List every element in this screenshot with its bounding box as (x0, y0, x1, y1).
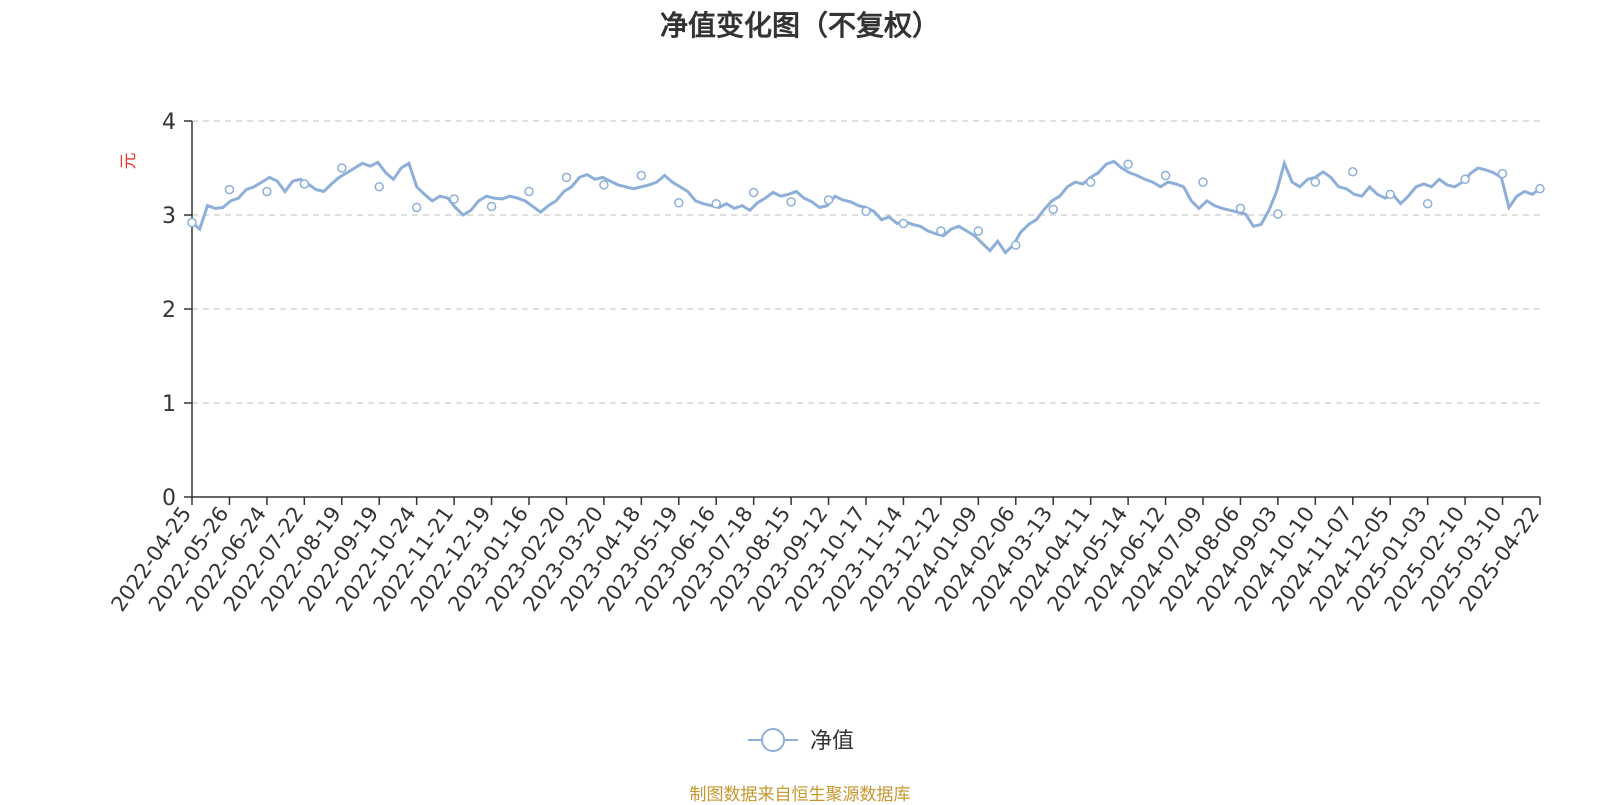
y-tick-label: 1 (162, 392, 176, 417)
legend[interactable]: 净值 (748, 728, 854, 754)
chart-title: 净值变化图（不复权） (659, 9, 940, 42)
data-point[interactable] (1048, 204, 1058, 215)
x-tick-labels: 2022-04-252022-05-262022-06-242022-07-22… (106, 502, 1544, 616)
data-point[interactable] (524, 186, 534, 197)
grid-lines (192, 120, 1540, 404)
y-tick-label: 3 (162, 204, 176, 229)
data-point[interactable] (674, 198, 684, 208)
data-point[interactable] (561, 172, 572, 183)
data-point[interactable] (1160, 170, 1171, 181)
data-point[interactable] (823, 195, 834, 205)
data-point[interactable] (1123, 159, 1133, 169)
data-point[interactable] (1497, 168, 1508, 179)
data-point[interactable] (1535, 183, 1545, 194)
data-point[interactable] (861, 206, 871, 216)
data-point[interactable] (1310, 177, 1321, 187)
legend-label: 净值 (810, 729, 854, 754)
y-axis-label: 元 (119, 153, 139, 170)
legend-circle-icon (761, 728, 785, 752)
data-point[interactable] (1422, 198, 1433, 209)
data-point[interactable] (936, 226, 946, 236)
y-tick-label: 2 (162, 298, 176, 323)
data-point[interactable] (337, 163, 347, 173)
data-point[interactable] (711, 198, 721, 209)
data-point[interactable] (1085, 177, 1096, 187)
data-point[interactable] (973, 226, 984, 236)
source-note: 制图数据来自恒生聚源数据库 (689, 785, 911, 805)
axes (184, 120, 1541, 505)
data-point[interactable] (299, 179, 310, 189)
data-point[interactable] (898, 218, 909, 229)
y-tick-labels: 0 1 2 3 4 (162, 110, 176, 511)
data-point[interactable] (224, 184, 235, 195)
data-point[interactable] (1235, 203, 1246, 214)
data-point[interactable] (1385, 189, 1395, 200)
data-point[interactable] (599, 180, 609, 190)
data-point[interactable] (187, 217, 197, 228)
data-point[interactable] (748, 187, 759, 198)
data-point[interactable] (262, 186, 272, 197)
data-point[interactable] (1198, 177, 1208, 187)
data-point[interactable] (411, 202, 422, 213)
data-point[interactable] (486, 201, 497, 212)
y-tick-label: 0 (162, 486, 176, 511)
data-point[interactable] (1273, 209, 1283, 219)
y-tick-label: 4 (162, 110, 176, 135)
data-point[interactable] (1460, 174, 1470, 185)
data-point[interactable] (374, 182, 384, 192)
data-point[interactable] (1348, 167, 1358, 177)
data-point[interactable] (636, 170, 647, 181)
data-point[interactable] (786, 197, 796, 207)
data-point[interactable] (1011, 240, 1021, 250)
data-point[interactable] (449, 194, 459, 204)
series-markers (187, 159, 1545, 250)
